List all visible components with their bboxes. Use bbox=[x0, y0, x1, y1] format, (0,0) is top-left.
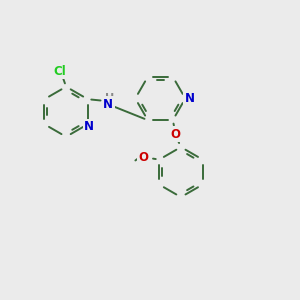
Text: H: H bbox=[105, 93, 114, 103]
Text: N: N bbox=[84, 120, 94, 133]
Text: O: O bbox=[170, 128, 180, 141]
Text: N: N bbox=[103, 98, 113, 111]
Text: O: O bbox=[139, 151, 148, 164]
Text: N: N bbox=[185, 92, 195, 105]
Text: Cl: Cl bbox=[53, 65, 66, 78]
